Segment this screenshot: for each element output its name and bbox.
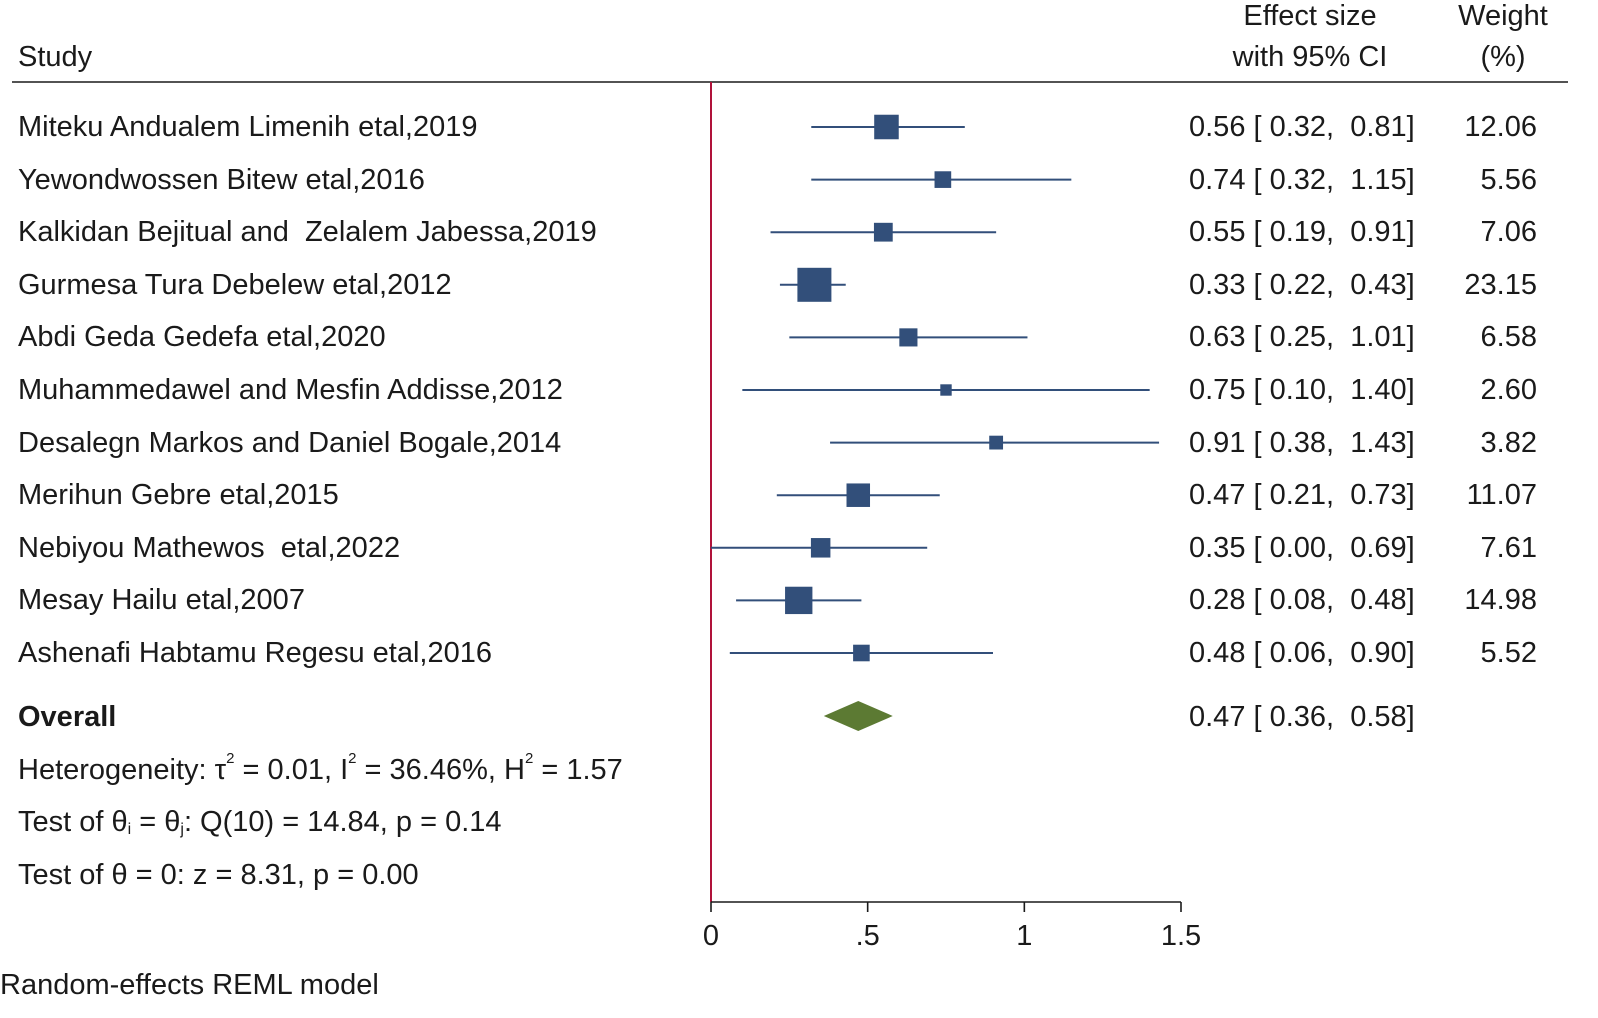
study-weight-text: 2.60 [1480,374,1537,406]
study-effect-marker [934,171,952,188]
test-zero-text: Test of θ = 0: z = 8.31, p = 0.00 [18,859,419,891]
study-name: Kalkidan Bejitual and Zelalem Jabessa,20… [18,216,597,249]
study-weight-text: 11.07 [1466,479,1537,512]
test-equal-text: Test of θi = θj: Q(10) = 14.84, p = 0.14 [18,806,502,838]
study-weight-text: 7.61 [1480,531,1537,564]
study-weight-text: 3.82 [1480,426,1537,459]
study-weight-text: 7.06 [1480,216,1537,249]
study-ci-text: 0.33 [ 0.22, 0.43] [1189,268,1415,301]
study-weight-text: 5.56 [1480,163,1537,196]
study-ci-text: 0.75 [ 0.10, 1.40] [1189,374,1415,406]
study-effect-marker [873,222,893,242]
study-ci-text: 0.56 [ 0.32, 0.81] [1189,111,1415,143]
study-column-header: Study [18,41,93,73]
study-effect-marker [853,644,870,662]
study-name: Nebiyou Mathewos etal,2022 [18,531,401,564]
study-ci-text: 0.28 [ 0.08, 0.48] [1189,584,1415,617]
study-effect-marker [785,586,813,615]
study-weight-text: 14.98 [1464,584,1537,617]
study-name: Merihun Gebre etal,2015 [18,479,339,512]
x-tick-label: 1.5 [1161,920,1201,952]
study-weight-text: 5.52 [1480,637,1537,669]
study-name: Desalegn Markos and Daniel Bogale,2014 [18,426,562,459]
weight-header-line1: Weight [1458,0,1548,32]
effect-size-header-line2: with 95% CI [1232,41,1388,73]
study-effect-marker [797,267,832,302]
study-weight-text: 23.15 [1464,268,1537,301]
study-ci-text: 0.48 [ 0.06, 0.90] [1189,637,1415,669]
study-ci-text: 0.55 [ 0.19, 0.91] [1189,216,1415,249]
study-weight-text: 12.06 [1464,111,1537,143]
study-effect-marker [846,483,871,507]
x-tick-label: 1 [1016,920,1032,952]
study-ci-text: 0.91 [ 0.38, 1.43] [1189,426,1415,459]
study-weight-text: 6.58 [1480,321,1537,354]
study-name: Mesay Hailu etal,2007 [18,584,305,617]
model-footer: Random-effects REML model [0,969,379,1001]
study-ci-text: 0.63 [ 0.25, 1.01] [1189,321,1415,354]
study-effect-marker [899,328,918,347]
x-tick-label: 0 [703,920,719,952]
study-effect-marker [810,538,831,558]
study-name: Yewondwossen Bitew etal,2016 [18,163,425,196]
heterogeneity-text: Heterogeneity: τ2 = 0.01, I2 = 36.46%, H… [18,750,623,786]
effect-size-header-line1: Effect size [1243,0,1377,32]
study-name: Miteku Andualem Limenih etal,2019 [18,111,478,143]
overall-ci-text: 0.47 [ 0.36, 0.58] [1189,701,1415,733]
x-tick-label: .5 [856,920,880,952]
study-name: Ashenafi Habtamu Regesu etal,2016 [18,637,492,669]
study-effect-marker [874,114,899,140]
overall-label: Overall [18,701,117,733]
study-ci-text: 0.35 [ 0.00, 0.69] [1189,531,1415,564]
study-name: Gurmesa Tura Debelew etal,2012 [18,268,452,301]
overall-diamond [823,701,893,731]
study-effect-marker [940,384,952,396]
weight-header-line2: (%) [1480,41,1526,73]
study-ci-text: 0.47 [ 0.21, 0.73] [1189,479,1415,512]
study-name: Abdi Geda Gedefa etal,2020 [18,321,386,354]
study-effect-marker [989,435,1004,450]
study-ci-text: 0.74 [ 0.32, 1.15] [1189,163,1415,196]
study-name: Muhammedawel and Mesfin Addisse,2012 [18,374,563,406]
